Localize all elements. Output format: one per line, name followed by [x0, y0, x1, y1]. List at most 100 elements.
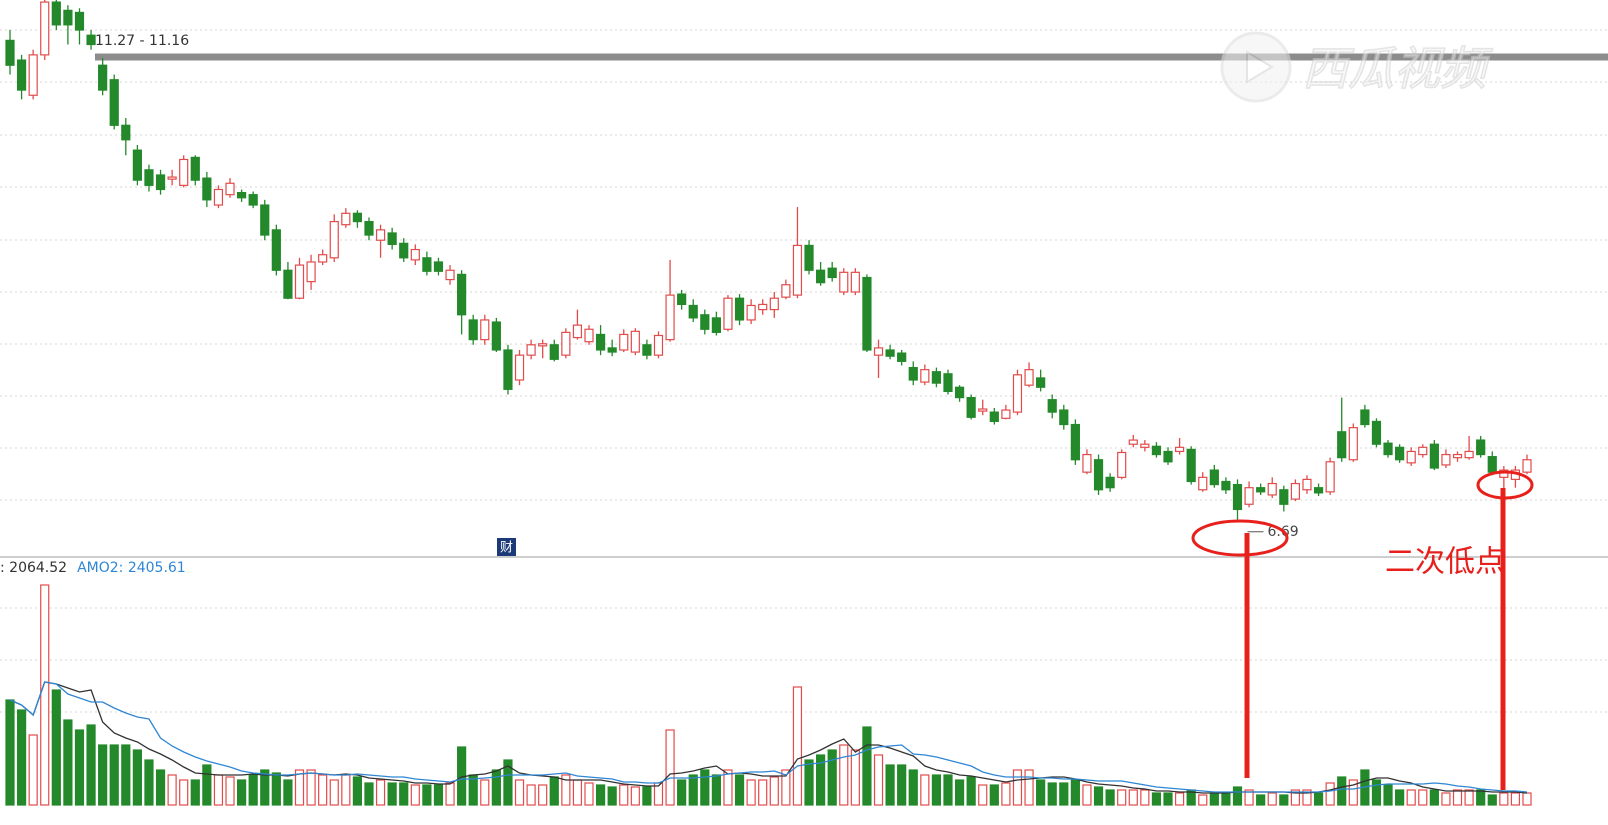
- candle-body: [410, 248, 420, 261]
- volume-bar: [700, 769, 710, 806]
- candle-body: [989, 411, 999, 423]
- volume-bar: [1279, 794, 1289, 806]
- candle-body: [248, 194, 258, 206]
- volume-bar: [1198, 794, 1208, 806]
- finance-icon-text: 财: [500, 541, 513, 556]
- volume-bar: [237, 779, 247, 806]
- volume-bar: [98, 744, 108, 806]
- candle-body: [1383, 442, 1393, 456]
- volume-bar: [1522, 792, 1532, 806]
- volume-bar: [665, 729, 675, 806]
- candle-body: [387, 232, 397, 245]
- volume-bar: [503, 759, 513, 806]
- candle-body: [179, 158, 189, 186]
- volume-bar: [1325, 782, 1335, 806]
- candle-body: [954, 386, 965, 399]
- volume-bar: [862, 726, 872, 806]
- volume-bar: [931, 774, 942, 806]
- volume-bar: [607, 786, 617, 806]
- volume-bar: [283, 779, 293, 806]
- volume-bar: [329, 779, 339, 806]
- volume-bar: [1313, 792, 1324, 806]
- candle-body: [1244, 487, 1254, 505]
- candle-body: [318, 254, 328, 263]
- volume-bar: [144, 759, 154, 806]
- volume-pane: : 2064.52 AMO2: 2405.61: [0, 560, 1532, 806]
- volume-bar: [86, 724, 96, 806]
- volume-bar: [179, 779, 189, 806]
- volume-bar: [1464, 789, 1474, 806]
- volume-bar: [514, 779, 525, 806]
- candle-body: [422, 257, 432, 272]
- candle-body: [595, 333, 606, 351]
- annotations: [1191, 470, 1534, 790]
- candle-body: [1163, 450, 1173, 463]
- volume-bar: [1001, 782, 1011, 806]
- volume-bar: [433, 784, 444, 806]
- candle-body: [885, 349, 895, 357]
- volume-bar: [1476, 789, 1486, 806]
- candle-body: [584, 328, 594, 343]
- volume-bar: [816, 754, 826, 806]
- candle-body: [1151, 445, 1162, 456]
- volume-bar: [1070, 779, 1080, 806]
- volume-bar: [1047, 782, 1057, 806]
- volume-bar: [1151, 792, 1162, 806]
- candle-body: [688, 304, 698, 319]
- candle-body: [155, 174, 166, 191]
- candle-body: [862, 276, 872, 351]
- volume-bar: [364, 782, 374, 806]
- volume-bar: [885, 764, 895, 806]
- volume-bar: [584, 782, 594, 806]
- candle-body: [109, 79, 119, 126]
- volume-bar: [1383, 784, 1393, 806]
- candle-body: [1174, 446, 1185, 453]
- volume-bar: [734, 774, 745, 806]
- candle-body: [897, 352, 907, 362]
- volume-bar: [792, 686, 803, 806]
- watermark-play: [1246, 50, 1274, 84]
- candle-body: [677, 293, 687, 306]
- candle-body: [792, 244, 803, 296]
- candle-body: [190, 156, 200, 181]
- candle-body: [1024, 369, 1034, 386]
- volume-bar: [294, 769, 305, 806]
- volume-bar: [1371, 779, 1382, 806]
- volume-bar: [758, 779, 768, 806]
- volume-bar: [28, 734, 38, 806]
- candle-body: [630, 330, 640, 353]
- candle-body: [98, 64, 108, 91]
- volume-bar: [769, 776, 779, 806]
- candle-body: [943, 373, 953, 392]
- candle-body: [225, 182, 235, 196]
- volume-bar: [1406, 789, 1416, 806]
- candle-body: [700, 314, 710, 330]
- candle-body: [294, 264, 305, 299]
- volume-bar: [318, 774, 328, 806]
- candle-body: [526, 344, 536, 356]
- candle-body: [468, 319, 478, 341]
- volume-bar: [375, 779, 386, 806]
- candle-body: [491, 321, 501, 351]
- volume-bar: [1036, 779, 1046, 806]
- volume-bar: [711, 774, 721, 806]
- volume-bar: [190, 779, 200, 806]
- candle-body: [1082, 453, 1092, 473]
- volume-bar: [213, 774, 224, 806]
- watermark: 西瓜视频: [1302, 42, 1493, 96]
- candle-body: [1476, 439, 1486, 456]
- candle-body: [711, 317, 721, 333]
- candle-body: [306, 261, 316, 283]
- legend-entry: AMO2: 2405.61: [77, 560, 186, 576]
- volume-bar: [1209, 792, 1219, 806]
- volume-bar: [51, 689, 61, 806]
- volume-bar: [781, 769, 791, 806]
- volume-bar: [445, 782, 455, 806]
- candle-body: [804, 244, 814, 271]
- candle-body: [538, 343, 548, 347]
- volume-bar: [341, 774, 351, 806]
- candle-body: [1012, 374, 1023, 413]
- volume-bar: [491, 769, 501, 806]
